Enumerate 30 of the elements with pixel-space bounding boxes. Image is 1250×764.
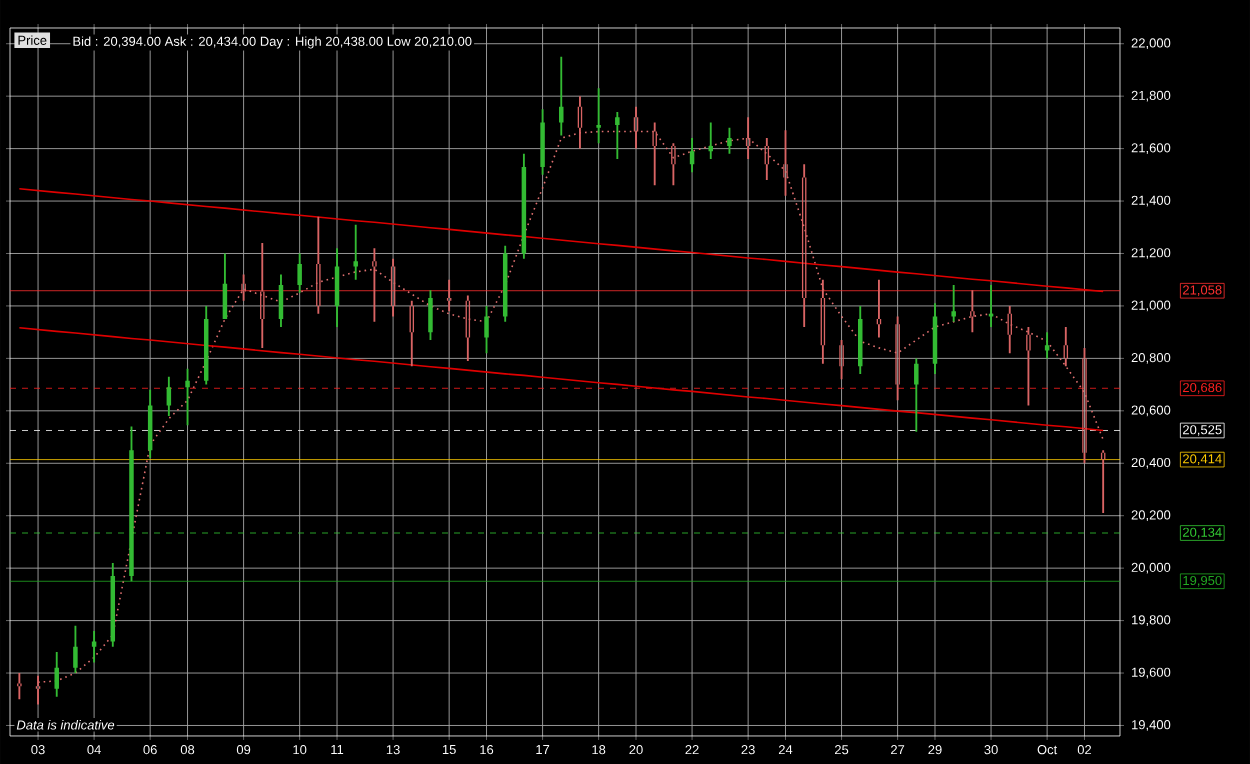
candlestick [260,243,265,348]
candlestick [764,138,770,181]
candlestick [895,316,900,401]
candlestick [17,673,22,700]
candlestick [596,88,601,144]
candlestick [615,111,620,160]
candlestick [1007,305,1012,354]
candlestick [465,295,471,361]
candlestick [241,274,246,301]
candlestick [446,279,452,312]
candlestick [970,290,975,333]
candlestick [839,340,844,380]
candlestick [390,258,396,317]
candlestick [708,122,713,160]
candlestick [1100,450,1106,514]
candlestick [372,248,377,322]
candlestick [353,224,358,280]
candlestick [671,143,676,186]
candlestick [91,631,97,663]
candlestick [316,216,321,314]
candlestick [951,284,956,322]
candlestick [559,56,564,136]
candlestick [409,300,415,367]
candlestick [914,358,919,432]
candlestick [988,284,994,327]
candlestick [820,279,826,364]
candlestick [876,279,882,338]
candlestick [1026,326,1031,406]
candlestick [801,164,807,327]
candlestick [1063,326,1069,367]
